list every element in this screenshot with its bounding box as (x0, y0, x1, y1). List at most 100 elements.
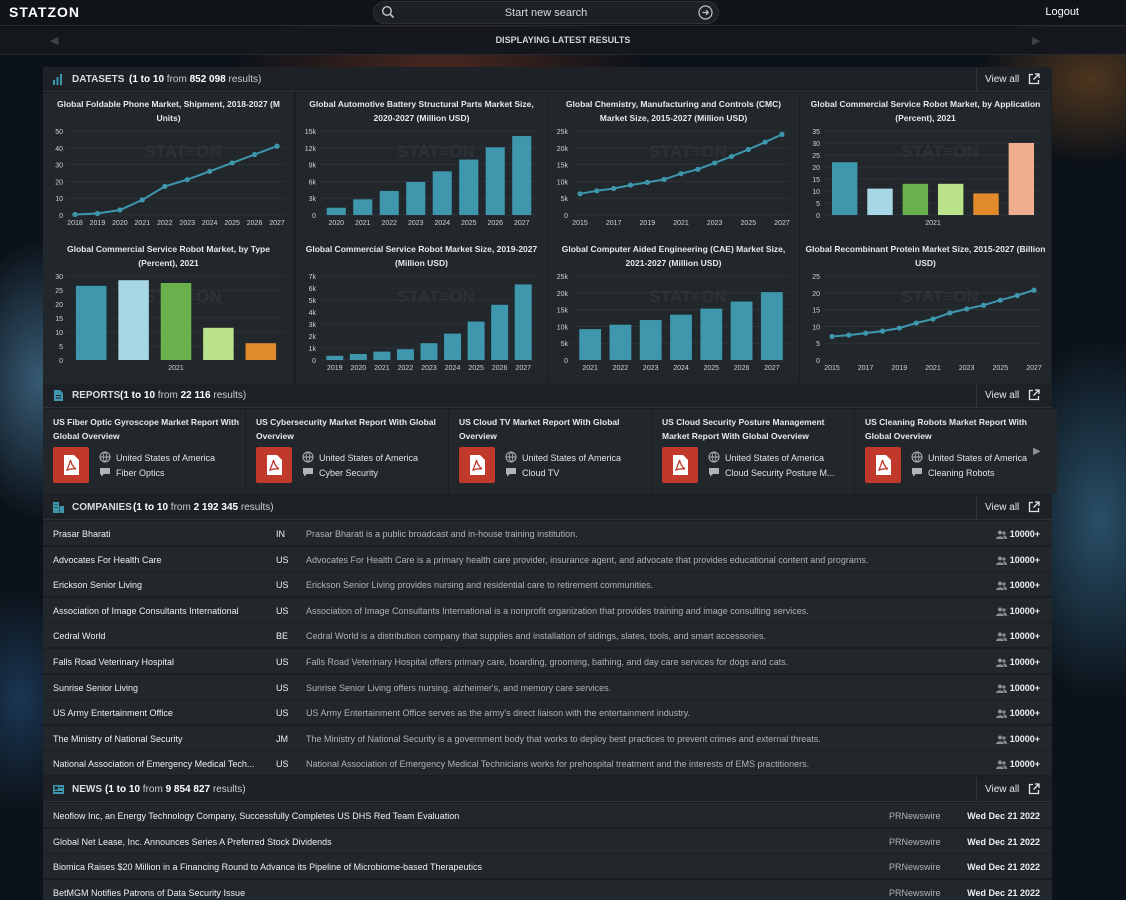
pdf-icon[interactable] (53, 447, 89, 483)
company-name[interactable]: Sunrise Senior Living (53, 682, 139, 693)
bar[interactable] (406, 181, 426, 215)
data-point[interactable] (678, 171, 684, 177)
data-point[interactable] (94, 210, 101, 217)
data-point[interactable] (184, 177, 190, 183)
company-name[interactable]: Advocates For Health Care (53, 554, 162, 565)
data-point[interactable] (1014, 292, 1020, 299)
bar[interactable] (514, 284, 532, 360)
data-point[interactable] (997, 297, 1003, 303)
bar[interactable] (609, 324, 632, 360)
bar[interactable] (326, 207, 346, 215)
company-name[interactable]: National Association of Emergency Medica… (53, 759, 255, 770)
bar[interactable] (467, 321, 485, 360)
company-name[interactable]: The Ministry of National Security (53, 733, 183, 744)
bar[interactable] (831, 162, 858, 215)
data-point[interactable] (577, 191, 583, 197)
report-card[interactable]: US Cloud Security Posture Management Mar… (652, 409, 854, 494)
data-point[interactable] (229, 160, 235, 166)
bar[interactable] (937, 183, 964, 215)
report-title[interactable]: US Cybersecurity Market Report With Glob… (256, 417, 436, 441)
data-point[interactable] (72, 211, 78, 218)
pdf-icon[interactable] (662, 447, 698, 483)
bar[interactable] (326, 355, 344, 360)
data-point[interactable] (695, 166, 701, 172)
data-point[interactable] (863, 330, 869, 336)
data-point[interactable] (644, 179, 650, 186)
report-card[interactable]: US Fiber Optic Gyroscope Market Report W… (43, 409, 245, 494)
data-point[interactable] (162, 183, 168, 190)
report-title[interactable]: US Cleaning Robots Market Report With Gl… (865, 417, 1027, 441)
bar[interactable] (444, 333, 462, 360)
news-view-all-button[interactable]: View all (976, 777, 1052, 802)
data-point[interactable] (762, 139, 768, 145)
company-name[interactable]: Erickson Senior Living (53, 580, 143, 591)
company-name[interactable]: Prasar Bharati (53, 529, 111, 539)
search-input[interactable]: Start new search (504, 7, 588, 19)
dataset-card[interactable]: Global Recombinant Protein Market Size, … (800, 238, 1051, 383)
company-row[interactable]: Prasar Bharati IN Prasar Bharati is a publ… (43, 521, 1052, 546)
pdf-icon[interactable] (865, 447, 901, 483)
bar[interactable] (867, 188, 893, 215)
report-title[interactable]: US Cloud TV Market Report With Global Ov… (459, 417, 620, 441)
dataset-card[interactable]: Global Foldable Phone Market, Shipment, … (43, 93, 294, 238)
bar[interactable] (160, 283, 192, 360)
search-bar[interactable]: Start new search (373, 1, 719, 24)
data-point[interactable] (594, 188, 600, 194)
report-title[interactable]: US Fiber Optic Gyroscope Market Report W… (53, 417, 240, 441)
company-name[interactable]: US Army Entertainment Office (53, 708, 173, 719)
data-point[interactable] (1031, 287, 1037, 293)
data-point[interactable] (913, 320, 919, 326)
data-point[interactable] (829, 333, 835, 340)
report-title[interactable]: US Cloud Security Posture Management Mar… (662, 417, 825, 441)
pdf-icon[interactable] (256, 447, 292, 483)
data-point[interactable] (661, 176, 667, 182)
data-point[interactable] (712, 160, 718, 166)
report-card[interactable]: US Cybersecurity Market Report With Glob… (246, 409, 448, 494)
bar[interactable] (432, 171, 452, 215)
data-point[interactable] (611, 185, 617, 192)
arrow-right-circle-icon[interactable] (698, 5, 713, 20)
company-row[interactable]: Falls Road Veterinary Hospital US Falls Ro… (43, 649, 1052, 674)
data-point[interactable] (930, 316, 936, 322)
bar[interactable] (379, 190, 399, 215)
news-row[interactable]: Global Net Lease, Inc. Announces Series … (43, 828, 1052, 854)
bar[interactable] (75, 285, 107, 360)
news-title[interactable]: Neoflow Inc, an Energy Technology Compan… (53, 811, 460, 821)
bar[interactable] (459, 159, 479, 215)
company-row[interactable]: US Army Entertainment Office US US Army En… (43, 700, 1052, 726)
report-card[interactable]: US Cleaning Robots Market Report With Gl… (855, 409, 1057, 494)
data-point[interactable] (728, 153, 735, 160)
bar[interactable] (245, 343, 277, 360)
bar[interactable] (973, 193, 999, 215)
reports-next-arrow[interactable]: ▶ (1033, 446, 1041, 457)
data-point[interactable] (117, 207, 123, 213)
company-row[interactable]: Sunrise Senior Living US Sunrise Senior Li… (43, 674, 1052, 700)
bar[interactable] (118, 280, 149, 360)
data-point[interactable] (139, 197, 145, 203)
data-point[interactable] (947, 310, 953, 316)
news-row[interactable]: Biomica Raises $20 Million in a Financin… (43, 854, 1052, 880)
bar[interactable] (491, 304, 509, 360)
bar[interactable] (730, 301, 753, 360)
news-title[interactable]: Biomica Raises $20 Million in a Financin… (53, 862, 483, 873)
bar[interactable] (203, 327, 234, 360)
data-point[interactable] (274, 143, 280, 149)
bar[interactable] (420, 343, 438, 360)
dataset-card[interactable]: Global Automotive Battery Structural Par… (296, 93, 547, 238)
company-name[interactable]: Cedral World (53, 631, 106, 642)
data-point[interactable] (207, 168, 213, 174)
dataset-card[interactable]: Global Commercial Service Robot Market, … (800, 93, 1051, 238)
company-row[interactable]: The Ministry of National Security JM The M… (43, 725, 1052, 751)
bar[interactable] (1008, 143, 1035, 215)
data-point[interactable] (896, 325, 902, 331)
company-row[interactable]: National Association of Emergency Medica… (43, 751, 1052, 777)
data-point[interactable] (745, 146, 751, 153)
bar[interactable] (512, 136, 532, 215)
bar[interactable] (396, 349, 414, 360)
logout-button[interactable]: Logout (1045, 6, 1079, 18)
data-point[interactable] (846, 332, 852, 338)
news-row[interactable]: Neoflow Inc, an Energy Technology Compan… (43, 803, 1052, 828)
bar[interactable] (902, 183, 929, 215)
bar[interactable] (579, 329, 602, 360)
company-row[interactable]: Erickson Senior Living US Erickson Senior … (43, 572, 1052, 598)
